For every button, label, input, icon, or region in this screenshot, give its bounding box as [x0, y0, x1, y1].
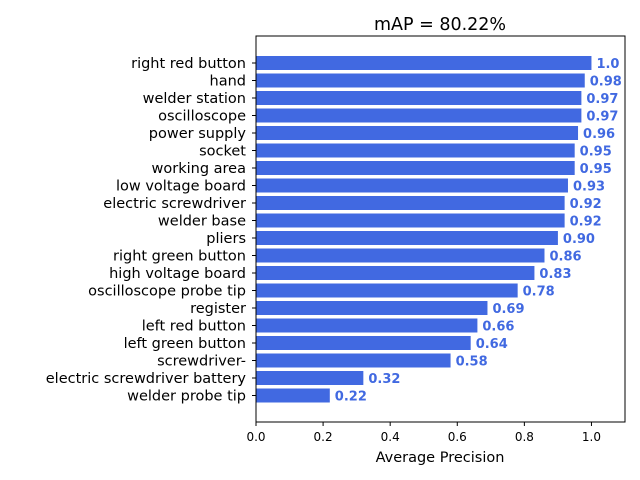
bar — [256, 126, 579, 140]
value-label: 0.90 — [563, 232, 595, 247]
bar — [256, 161, 575, 175]
bar — [256, 91, 582, 105]
bar — [256, 231, 558, 245]
bar — [256, 301, 488, 315]
category-label: screwdriver- — [157, 354, 246, 370]
bar — [256, 388, 330, 403]
value-label: 0.95 — [580, 145, 612, 160]
x-tick-label: 0.8 — [515, 430, 534, 444]
value-label: 0.22 — [335, 390, 367, 405]
category-label: right green button — [113, 249, 246, 265]
value-label: 0.32 — [368, 372, 400, 387]
bar — [256, 178, 568, 193]
bar — [256, 336, 471, 350]
bar — [256, 108, 582, 123]
value-label: 0.69 — [492, 302, 524, 317]
bars-group — [256, 56, 592, 403]
category-label: hand — [210, 74, 246, 90]
x-axis-title: Average Precision — [376, 450, 505, 466]
category-label: socket — [199, 144, 246, 160]
value-label: 0.92 — [570, 215, 602, 230]
x-tick-label: 0.6 — [448, 430, 467, 444]
bar — [256, 196, 565, 210]
value-label: 0.95 — [580, 162, 612, 177]
bar — [256, 353, 451, 368]
category-label: welder probe tip — [127, 389, 246, 405]
value-label: 0.86 — [549, 250, 581, 265]
category-label: right red button — [131, 56, 246, 72]
bar — [256, 56, 592, 70]
bar — [256, 283, 518, 298]
bar — [256, 73, 585, 88]
bar — [256, 371, 364, 385]
bar — [256, 143, 575, 158]
category-label: electric screwdriver — [103, 196, 246, 212]
value-label: 0.58 — [456, 355, 488, 370]
category-label: oscilloscope — [158, 109, 246, 125]
value-labels: 1.0 0.98 0.97 0.97 0.96 0.95 0.95 0.93 0.92 0.92 0… — [335, 57, 622, 405]
category-label: pliers — [206, 231, 246, 247]
chart-title: mAP = 80.22% — [374, 15, 506, 35]
category-label: welder base — [158, 214, 246, 230]
x-tick-label: 0.0 — [246, 430, 265, 444]
value-label: 1.0 — [596, 57, 619, 72]
category-label: low voltage board — [116, 179, 246, 195]
bar — [256, 248, 545, 263]
value-label: 0.97 — [586, 110, 618, 125]
x-tick-label: 1.0 — [582, 430, 601, 444]
category-label: working area — [152, 161, 246, 177]
category-label: electric screwdriver battery — [46, 371, 247, 387]
value-label: 0.98 — [590, 75, 622, 90]
x-tick-label: 0.2 — [314, 430, 333, 444]
bar — [256, 266, 535, 280]
value-label: 0.66 — [482, 320, 514, 335]
bar — [256, 213, 565, 228]
category-label: welder station — [143, 91, 246, 107]
category-label: oscilloscope probe tip — [88, 284, 246, 300]
value-label: 0.93 — [573, 180, 605, 195]
value-label: 0.92 — [570, 197, 602, 212]
value-label: 0.78 — [523, 285, 555, 300]
value-label: 0.83 — [539, 267, 571, 282]
category-label: register — [190, 301, 246, 317]
value-label: 0.96 — [583, 127, 615, 142]
category-label: power supply — [149, 126, 247, 142]
value-label: 0.64 — [476, 337, 508, 352]
category-label: left red button — [142, 319, 246, 335]
category-label: high voltage board — [109, 266, 246, 282]
x-tick-label: 0.4 — [381, 430, 400, 444]
plot-frame — [255, 35, 626, 423]
bar — [256, 318, 478, 333]
category-label: left green button — [124, 336, 246, 352]
x-axis-ticks: 0.0 0.2 0.4 0.6 0.8 1.0 — [246, 422, 601, 444]
value-label: 0.97 — [586, 92, 618, 107]
